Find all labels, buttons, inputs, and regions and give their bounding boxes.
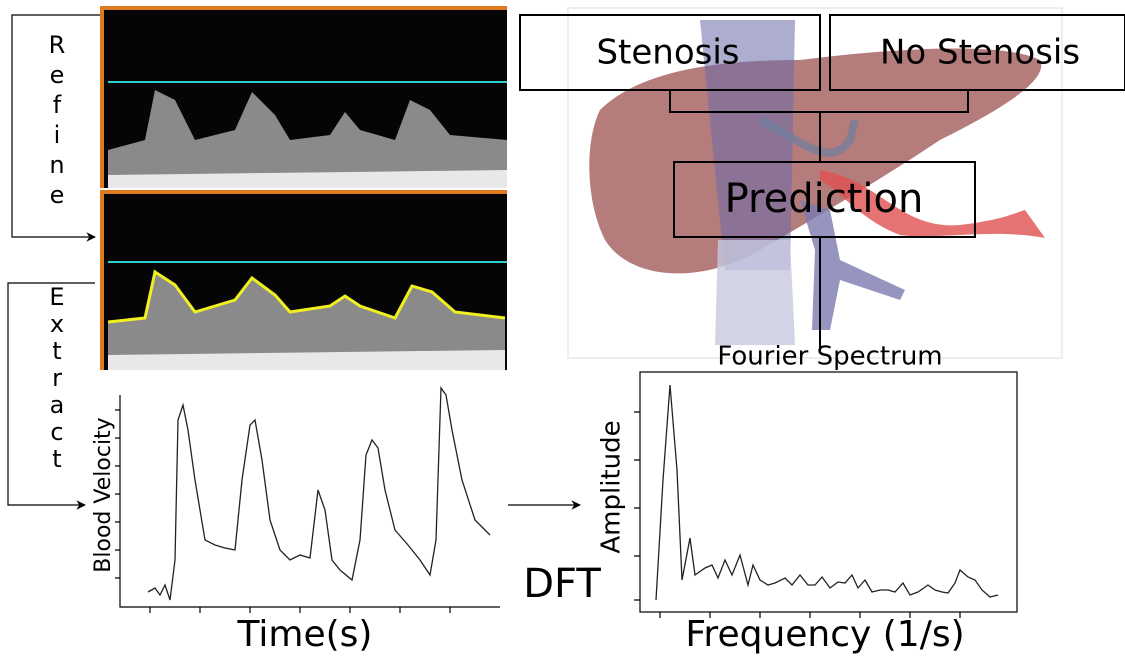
- refine-arrow: [11, 14, 100, 242]
- liver-illustration: [567, 7, 1063, 359]
- spectrum-x-label: Frequency (1/s): [685, 614, 964, 655]
- fourier-spectrum-label: Fourier Spectrum: [717, 342, 942, 372]
- no-stenosis-label: No Stenosis: [880, 33, 1080, 73]
- spectrum-y-label: Amplitude: [597, 420, 627, 553]
- stenosis-label: Stenosis: [596, 33, 739, 73]
- prediction-label: Prediction: [725, 176, 924, 222]
- extract-arrow: [7, 282, 95, 510]
- ultrasound-traced: [100, 190, 507, 370]
- spectrum-plot: Amplitude Frequency (1/s): [597, 371, 1018, 655]
- prediction-tree: Stenosis No Stenosis Prediction Fourier …: [519, 14, 1125, 372]
- velocity-plot: Blood Velocity Time(s): [91, 386, 500, 655]
- velocity-x-label: Time(s): [237, 614, 373, 655]
- ultrasound-raw: [100, 6, 507, 188]
- velocity-y-label: Blood Velocity: [91, 417, 116, 572]
- dft-label: DFT: [523, 561, 601, 607]
